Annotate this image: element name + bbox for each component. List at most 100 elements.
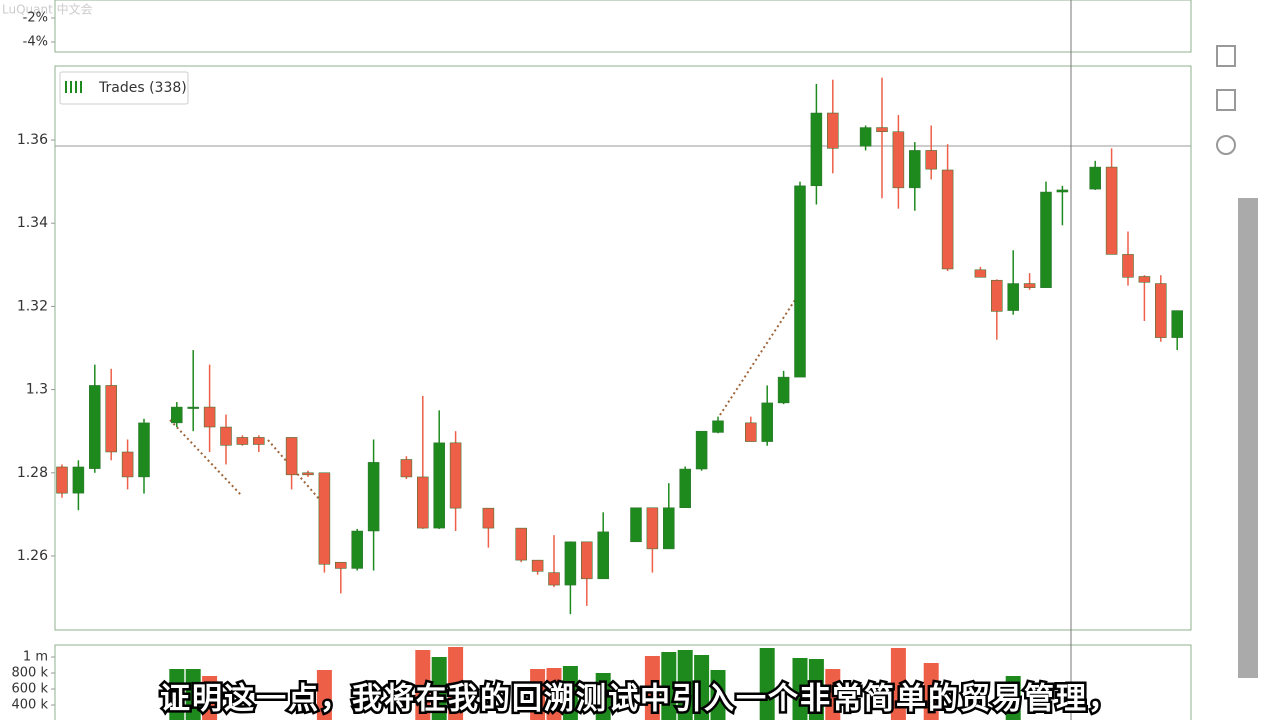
candle-body bbox=[909, 150, 921, 189]
y-tick-label: 600 k bbox=[12, 682, 49, 697]
candle-body bbox=[810, 112, 823, 187]
candle-body bbox=[630, 507, 642, 543]
volume-bar bbox=[677, 650, 693, 720]
candle-body bbox=[56, 466, 68, 494]
volume-bar bbox=[169, 669, 185, 720]
volume-bar bbox=[562, 666, 578, 720]
legend-box[interactable] bbox=[59, 71, 189, 105]
volume-bar bbox=[546, 668, 562, 720]
candle-body bbox=[433, 442, 445, 529]
candle-body bbox=[367, 462, 380, 532]
candle-body bbox=[285, 437, 298, 476]
candle-body bbox=[646, 507, 659, 550]
volume-bar bbox=[923, 663, 939, 720]
y-tick-label: -4% bbox=[23, 35, 48, 50]
candle-body bbox=[531, 559, 544, 572]
candle-body bbox=[105, 385, 117, 453]
candle-body bbox=[1155, 283, 1167, 338]
candle-body bbox=[187, 406, 199, 409]
candle-body bbox=[827, 112, 839, 149]
scrollbar[interactable] bbox=[1238, 198, 1258, 678]
candle-body bbox=[1023, 283, 1036, 288]
candle-body bbox=[712, 420, 724, 433]
volume-bar bbox=[1005, 676, 1021, 720]
candle-body bbox=[482, 507, 495, 529]
y-tick-label: 1.34 bbox=[17, 215, 48, 231]
candle-body bbox=[1105, 166, 1118, 255]
candle-body bbox=[1056, 189, 1069, 193]
volume-bar bbox=[644, 656, 660, 720]
candle-body bbox=[515, 527, 527, 561]
trade-lines bbox=[169, 299, 796, 501]
volume-bar bbox=[890, 648, 906, 720]
candle-body bbox=[695, 430, 708, 470]
volume-bar bbox=[316, 670, 332, 720]
subtitle: 证明这一点，我将在我的回溯测试中引入一个非常简单的贸易管理， bbox=[160, 682, 1120, 717]
y-tick-label: 1.32 bbox=[17, 298, 48, 314]
candle-body bbox=[876, 127, 888, 132]
candle-body bbox=[351, 530, 363, 569]
candle-body bbox=[941, 169, 954, 270]
candle-body bbox=[318, 472, 331, 565]
candle-body bbox=[777, 376, 790, 404]
candle-body bbox=[72, 466, 85, 494]
candle-body bbox=[138, 422, 150, 478]
candle-body bbox=[548, 572, 560, 586]
volume-bar bbox=[202, 676, 218, 720]
y-tick-label: 1.3 bbox=[26, 382, 48, 398]
candle-body bbox=[794, 185, 806, 378]
volume-panel bbox=[54, 644, 1192, 720]
candle-body bbox=[335, 561, 347, 569]
volume-bar bbox=[792, 658, 808, 720]
candle-body bbox=[220, 426, 232, 446]
candle-body bbox=[1122, 254, 1134, 278]
candle-body bbox=[761, 402, 773, 442]
candle-body bbox=[1171, 310, 1183, 338]
y-tick-label: 1.28 bbox=[17, 465, 48, 481]
volume-bar bbox=[415, 650, 431, 720]
y-tick-label: 1 m bbox=[23, 650, 48, 665]
candle-body bbox=[253, 437, 265, 445]
volume-bar bbox=[759, 648, 775, 720]
legend-label: Trades (338) bbox=[98, 80, 187, 96]
candle-body bbox=[679, 468, 691, 508]
candle-body bbox=[1089, 166, 1101, 190]
candle-body bbox=[859, 127, 872, 147]
candle-body bbox=[745, 422, 757, 442]
volume-bar bbox=[185, 669, 201, 720]
candle-body bbox=[564, 541, 577, 586]
volume-bar bbox=[431, 657, 447, 720]
price-panel bbox=[54, 65, 1192, 631]
volume-bar bbox=[530, 669, 546, 720]
volume-bar bbox=[448, 647, 464, 720]
candle-body bbox=[449, 442, 462, 509]
candle-body bbox=[171, 406, 183, 424]
candle-body bbox=[991, 279, 1003, 312]
legend-icon bbox=[65, 81, 82, 93]
candle-body bbox=[597, 531, 609, 580]
toolbar-icons[interactable] bbox=[1216, 45, 1236, 155]
volume-bar bbox=[825, 669, 841, 720]
candle-body bbox=[581, 541, 593, 580]
indicator-panel bbox=[54, 0, 1192, 53]
candle-body bbox=[121, 451, 134, 478]
y-tick-label: 1.36 bbox=[17, 132, 48, 148]
candle-body bbox=[302, 472, 314, 476]
candle-body bbox=[203, 406, 216, 428]
y-tick-label: -2% bbox=[23, 11, 48, 26]
volume-bar bbox=[710, 670, 726, 720]
y-tick-label: 400 k bbox=[12, 698, 49, 713]
candle-body bbox=[236, 437, 249, 445]
candle-body bbox=[925, 150, 937, 170]
volume-bar bbox=[808, 659, 824, 720]
candle-body bbox=[892, 131, 905, 189]
candle-body bbox=[1007, 283, 1019, 311]
candle-body bbox=[89, 385, 101, 469]
volume-bar bbox=[694, 655, 710, 720]
watermark: LuQuant 中文会 bbox=[2, 2, 93, 17]
y-tick-label: 1.26 bbox=[17, 548, 48, 564]
candle-body bbox=[663, 507, 675, 550]
y-tick-label: 800 k bbox=[12, 666, 49, 681]
candle-body bbox=[417, 476, 429, 529]
